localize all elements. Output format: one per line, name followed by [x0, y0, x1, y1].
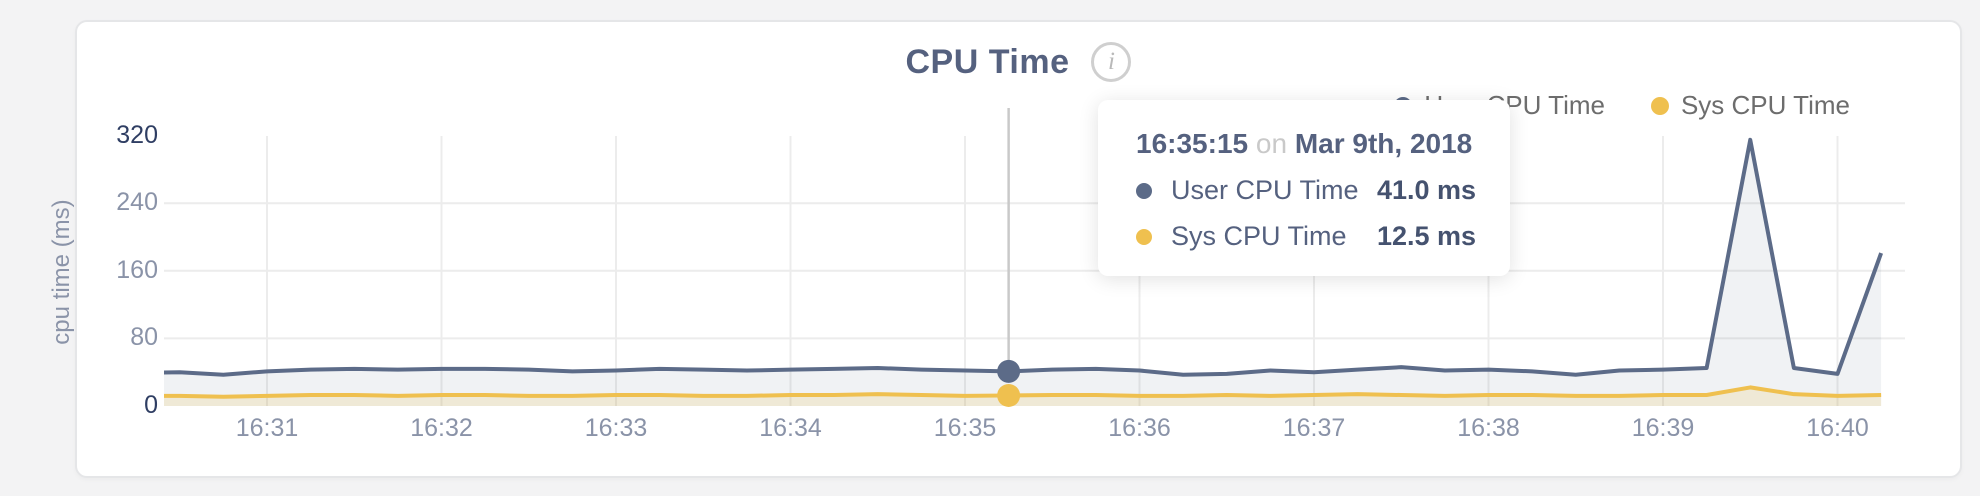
y-tick-label: 160	[116, 255, 158, 284]
x-tick-label: 16:34	[759, 414, 822, 442]
tooltip-series-value: 41.0 ms	[1377, 175, 1477, 205]
cpu-time-card	[75, 20, 1962, 478]
tooltip-series-label: User CPU Time	[1171, 175, 1359, 205]
x-tick-label: 16:31	[235, 414, 299, 442]
info-icon[interactable]: i	[1091, 42, 1132, 82]
user-series-dot-icon	[1136, 182, 1152, 199]
tooltip-timestamp: 16:35:15 on Mar 9th, 2018	[1136, 128, 1510, 160]
tooltip-row-user: User CPU Time 41.0 ms	[1136, 175, 1510, 206]
y-axis-title: cpu time (ms)	[48, 199, 75, 345]
tooltip-date: Mar 9th, 2018	[1294, 128, 1473, 159]
tooltip-series-label: Sys CPU Time	[1171, 221, 1347, 251]
x-tick-label: 16:39	[1631, 414, 1695, 442]
x-tick-label: 16:36	[1108, 414, 1171, 442]
y-tick-label: 0	[144, 391, 158, 419]
x-tick-label: 16:37	[1282, 414, 1346, 442]
x-tick-label: 16:33	[584, 414, 648, 442]
tooltip-time: 16:35:15	[1136, 128, 1249, 159]
sys-series-dot-icon	[1650, 96, 1669, 115]
x-tick-label: 16:40	[1806, 414, 1869, 442]
chart-tooltip: 16:35:15 on Mar 9th, 2018 User CPU Time …	[1098, 100, 1510, 276]
y-tick-label: 80	[130, 323, 158, 352]
tooltip-series-value: 12.5 ms	[1377, 221, 1477, 251]
x-tick-label: 16:32	[410, 414, 473, 442]
tooltip-row-sys: Sys CPU Time 12.5 ms	[1136, 221, 1510, 252]
x-tick-label: 16:38	[1457, 414, 1520, 442]
legend-label: Sys CPU Time	[1680, 90, 1850, 120]
hover-dot-user	[997, 359, 1021, 383]
user-area-fill	[164, 139, 1882, 406]
y-tick-label: 240	[116, 188, 158, 217]
tooltip-connector: on	[1255, 128, 1288, 159]
x-tick-label: 16:35	[933, 414, 997, 442]
y-tick-label: 320	[116, 120, 158, 149]
hover-dot-sys	[997, 383, 1021, 407]
chart-title: CPU Time	[905, 42, 1070, 81]
chart-header: CPU Time i	[75, 40, 1962, 84]
sys-series-dot-icon	[1136, 228, 1152, 245]
legend-item-sys-cpu-time[interactable]: Sys CPU Time	[1650, 90, 1850, 121]
